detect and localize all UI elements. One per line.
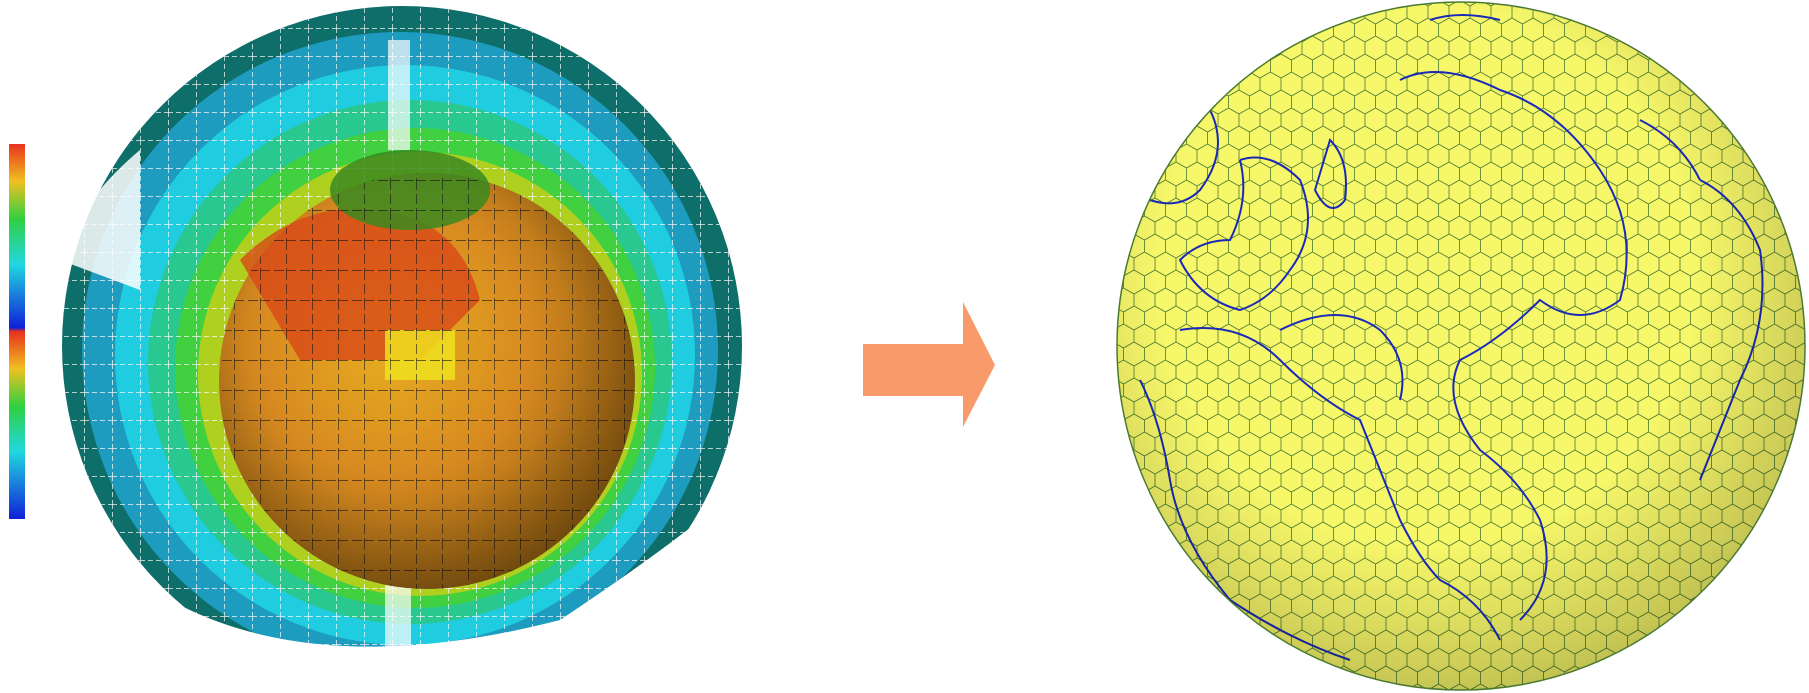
color-bar (9, 144, 25, 519)
cutaway-sphere (60, 6, 742, 693)
arrow (863, 302, 995, 427)
page: (() => { const data = JSON.parse(documen… (0, 0, 1809, 693)
hex-grid-sphere (1117, 2, 1805, 690)
illustration (0, 0, 1809, 693)
